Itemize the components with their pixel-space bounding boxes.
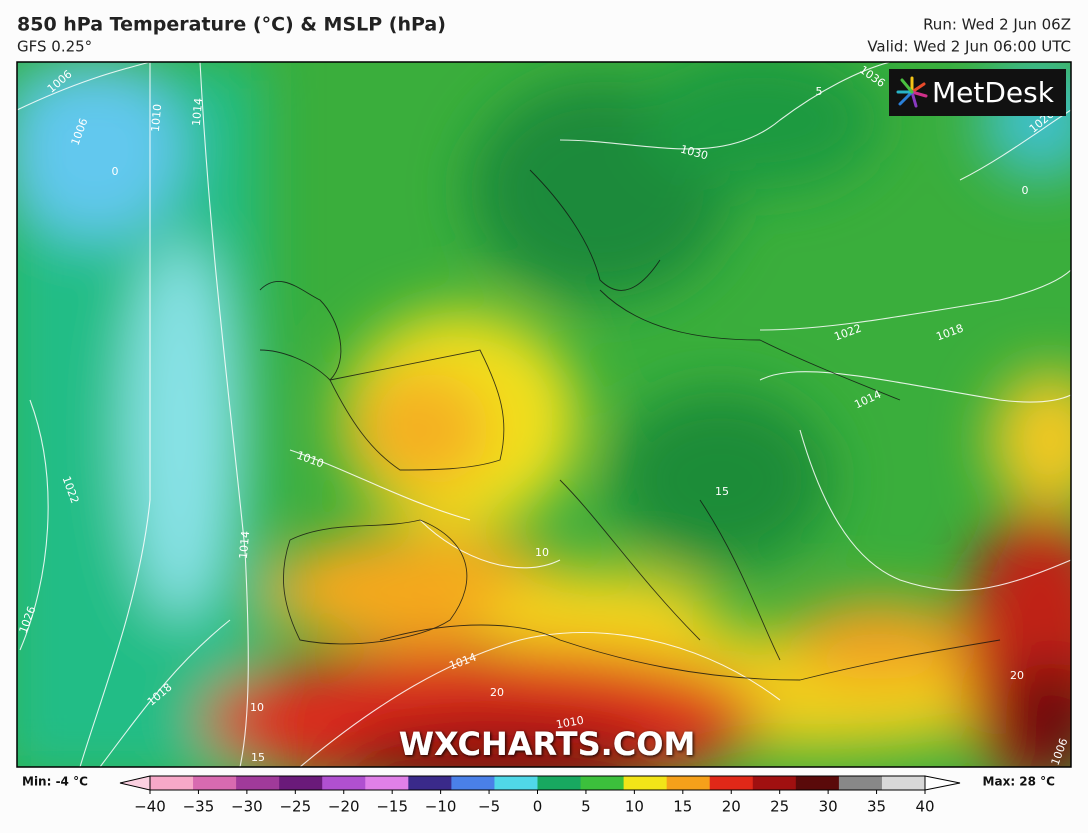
- colorbar-tick-label: 35: [867, 798, 886, 816]
- contour-label: 15: [251, 751, 265, 764]
- max-label: Max: 28 °C: [983, 775, 1056, 789]
- logo: MetDesk: [889, 69, 1066, 116]
- contour-label: 20: [1010, 669, 1024, 682]
- colorbar-tick-label: 5: [581, 798, 591, 816]
- min-label: Min: -4 °C: [22, 775, 88, 789]
- map: [17, 62, 1071, 767]
- colorbar-swatch: [537, 776, 582, 790]
- colorbar-tick-label: −25: [279, 798, 311, 816]
- title: 850 hPa Temperature (°C) & MSLP (hPa): [17, 14, 446, 36]
- colorbar-swatch: [795, 776, 840, 790]
- logo-text: MetDesk: [932, 76, 1055, 109]
- colorbar-tick-label: 0: [533, 798, 543, 816]
- contour-label: 1014: [237, 530, 252, 559]
- contour-label: 15: [715, 485, 729, 498]
- contour-label: 20: [490, 686, 504, 699]
- colorbar-swatch: [838, 776, 883, 790]
- colorbar-tick-label: −5: [478, 798, 500, 816]
- colorbar-tick-label: −40: [134, 798, 166, 816]
- colorbar-swatch: [322, 776, 366, 790]
- colorbar-tick-label: −20: [328, 798, 360, 816]
- colorbar: −40 −35 −30 −25 −20 −15 −10 −5 0 5 10 15 20 25 30 35 40: [119, 775, 961, 816]
- colorbar-swatch: [236, 776, 280, 790]
- colorbar-swatch: [666, 776, 711, 790]
- colorbar-tick-label: 40: [915, 798, 934, 816]
- contour-label: 1010: [555, 714, 585, 732]
- colorbar-swatch: [193, 776, 237, 790]
- colorbar-swatch: [451, 776, 495, 790]
- watermark: WXCHARTS.COM: [399, 725, 696, 763]
- contour-label: 0: [112, 165, 119, 178]
- colorbar-tick-label: −30: [231, 798, 263, 816]
- contour-label: 1010: [149, 103, 164, 132]
- colorbar-tick-label: −15: [376, 798, 408, 816]
- contour-label: 10: [250, 701, 264, 714]
- colorbar-swatch: [494, 776, 538, 790]
- colorbar-swatch: [365, 776, 409, 790]
- colorbar-swatch: [580, 776, 625, 790]
- colorbar-tick-label: 10: [625, 798, 644, 816]
- valid-time: Valid: Wed 2 Jun 06:00 UTC: [867, 38, 1071, 56]
- colorbar-tick-label: 20: [722, 798, 741, 816]
- contour-label: 10: [535, 546, 549, 559]
- subtitle: GFS 0.25°: [17, 38, 92, 56]
- colorbar-swatch: [150, 776, 194, 790]
- colorbar-swatch: [752, 776, 797, 790]
- colorbar-tick-label: 25: [770, 798, 789, 816]
- colorbar-swatch: [881, 776, 926, 790]
- contour-label: 1014: [190, 97, 205, 126]
- colorbar-tick-label: −10: [425, 798, 457, 816]
- contour-label: 0: [1022, 184, 1029, 197]
- map-frame: [16, 61, 1072, 768]
- colorbar-tick-label: 15: [673, 798, 692, 816]
- run-time: Run: Wed 2 Jun 06Z: [923, 16, 1071, 34]
- contour-label: 5: [816, 85, 823, 98]
- colorbar-tick-label: 30: [819, 798, 838, 816]
- colorbar-swatch: [408, 776, 452, 790]
- colorbar-swatch: [279, 776, 323, 790]
- colorbar-tick-label: −35: [183, 798, 215, 816]
- colorbar-swatch: [623, 776, 668, 790]
- colorbar-swatch: [709, 776, 754, 790]
